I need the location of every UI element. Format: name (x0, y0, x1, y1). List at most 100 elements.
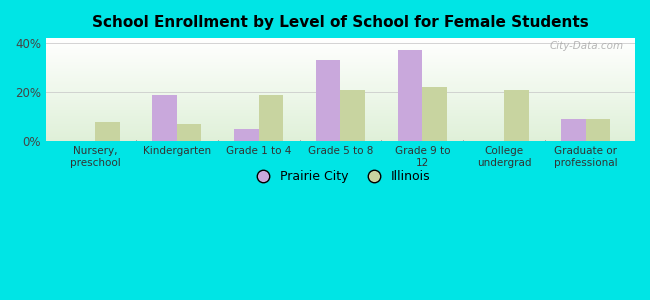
Bar (316, 60, 341, 141)
Bar (46, 82, 635, 83)
Bar (46, 112, 635, 113)
Bar (46, 104, 635, 105)
Bar (259, 94, 283, 141)
Bar (46, 67, 635, 68)
Bar (46, 101, 635, 102)
Bar (46, 92, 635, 93)
Bar (46, 54, 635, 55)
Text: City-Data.com: City-Data.com (549, 41, 623, 51)
Bar (46, 77, 635, 78)
Bar (504, 90, 528, 141)
Bar (46, 93, 635, 94)
Bar (46, 138, 635, 139)
Bar (46, 106, 635, 107)
Bar (562, 119, 586, 141)
Bar (46, 96, 635, 97)
Bar (46, 122, 635, 123)
Bar (46, 95, 635, 96)
Bar (46, 108, 635, 109)
Legend: Prairie City, Illinois: Prairie City, Illinois (245, 165, 436, 188)
Bar (46, 140, 635, 141)
Bar (177, 124, 202, 141)
Bar (46, 75, 635, 76)
Bar (46, 105, 635, 106)
Bar (46, 98, 635, 99)
Bar (46, 76, 635, 77)
Bar (46, 114, 635, 116)
Bar (46, 55, 635, 56)
Bar (398, 50, 423, 141)
Bar (46, 64, 635, 65)
Bar (46, 102, 635, 103)
Title: School Enrollment by Level of School for Female Students: School Enrollment by Level of School for… (92, 15, 589, 30)
Bar (46, 70, 635, 71)
Bar (46, 81, 635, 83)
Bar (46, 126, 635, 127)
Bar (46, 47, 635, 48)
Bar (46, 113, 635, 114)
Bar (46, 128, 635, 129)
Bar (46, 72, 635, 73)
Bar (46, 59, 635, 60)
Bar (46, 99, 635, 100)
Bar (46, 73, 635, 74)
Bar (46, 46, 635, 47)
Bar (46, 69, 635, 70)
Bar (46, 124, 635, 126)
Bar (46, 52, 635, 54)
Bar (46, 97, 635, 98)
Bar (46, 39, 635, 40)
Bar (46, 74, 635, 75)
Bar (46, 38, 635, 39)
Bar (586, 119, 610, 141)
Bar (95, 122, 120, 141)
Bar (46, 137, 635, 138)
Bar (46, 116, 635, 117)
Bar (46, 68, 635, 69)
Bar (234, 129, 259, 141)
Bar (46, 48, 635, 50)
Bar (46, 136, 635, 137)
Bar (46, 132, 635, 133)
Bar (46, 86, 635, 88)
Bar (46, 80, 635, 81)
Bar (46, 91, 635, 92)
Bar (46, 107, 635, 108)
Bar (46, 139, 635, 140)
Bar (46, 85, 635, 86)
Bar (46, 90, 635, 91)
Bar (422, 87, 447, 141)
Bar (152, 94, 177, 141)
Bar (46, 103, 635, 104)
Bar (46, 45, 635, 46)
Bar (46, 79, 635, 80)
Bar (46, 41, 635, 42)
Bar (46, 117, 635, 119)
Bar (46, 58, 635, 59)
Bar (46, 50, 635, 52)
Bar (46, 40, 635, 41)
Bar (46, 71, 635, 72)
Bar (46, 61, 635, 62)
Bar (46, 130, 635, 131)
Bar (46, 78, 635, 79)
Bar (46, 57, 635, 58)
Bar (46, 121, 635, 122)
Bar (46, 60, 635, 61)
Bar (46, 44, 635, 45)
Bar (46, 88, 635, 90)
Bar (46, 135, 635, 136)
Bar (46, 109, 635, 110)
Bar (46, 94, 635, 95)
Bar (46, 110, 635, 111)
Bar (341, 90, 365, 141)
Bar (46, 83, 635, 85)
Bar (46, 133, 635, 134)
Bar (46, 134, 635, 135)
Bar (46, 127, 635, 128)
Bar (46, 119, 635, 121)
Bar (46, 66, 635, 67)
Bar (46, 100, 635, 101)
Bar (46, 118, 635, 119)
Bar (46, 65, 635, 66)
